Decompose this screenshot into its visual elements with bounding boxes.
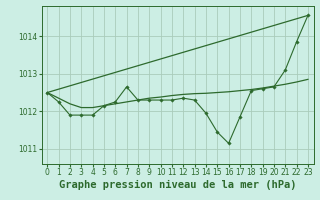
X-axis label: Graphe pression niveau de la mer (hPa): Graphe pression niveau de la mer (hPa) [59, 180, 296, 190]
